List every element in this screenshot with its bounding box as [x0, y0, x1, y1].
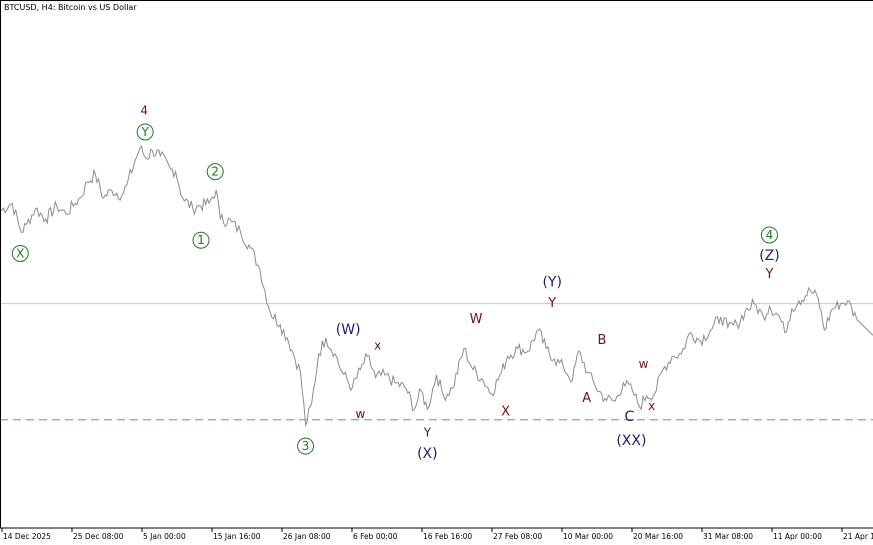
- x-tick-label: 26 Jan 08:00: [283, 532, 331, 541]
- wave-label: B: [598, 333, 607, 348]
- wave-label-circled-y: Y: [136, 123, 154, 141]
- wave-label-text: 1: [197, 233, 205, 247]
- wave-label-circle: [11, 244, 29, 262]
- wave-label: x: [648, 399, 655, 413]
- price-line-tail: [856, 318, 873, 336]
- x-tick-label: 27 Feb 08:00: [493, 532, 542, 541]
- wave-label-circled-4: 4: [760, 226, 778, 244]
- wave-label: (X): [417, 446, 438, 462]
- wave-label-circle: [192, 231, 210, 249]
- x-tick-label: 20 Mar 16:00: [633, 532, 683, 541]
- wave-label-circle: [206, 163, 224, 181]
- x-tick-label: 14 Dec 2025: [3, 532, 51, 541]
- wave-label: Y: [423, 425, 432, 439]
- x-tick-label: 25 Dec 08:00: [73, 532, 124, 541]
- x-tick-label: 10 Mar 00:00: [563, 532, 613, 541]
- wave-label: (W): [336, 322, 361, 338]
- wave-label: A: [582, 391, 591, 406]
- wave-label: x: [374, 338, 381, 352]
- wave-label: Y: [764, 267, 773, 282]
- wave-label-text: X: [16, 246, 24, 260]
- x-tick-label: 5 Jan 00:00: [143, 532, 186, 541]
- x-tick-label: 11 Apr 00:00: [773, 532, 822, 541]
- wave-label-circled-2: 2: [206, 163, 224, 181]
- wave-label-text: 2: [211, 165, 219, 179]
- wave-label-circle: [760, 226, 778, 244]
- wave-label: Y: [547, 296, 556, 311]
- x-tick-label: 31 Mar 08:00: [703, 532, 753, 541]
- wave-label: 4: [140, 103, 148, 117]
- wave-label: (Z): [759, 248, 780, 264]
- price-series-group: [0, 145, 873, 427]
- wave-labels-group: 4 Y 2 1 X 3 (W) x w Y (X) W X (Y) Y B Aw C (XX) x 4 (Z) Y: [11, 103, 780, 462]
- price-line: [0, 145, 858, 427]
- wave-label: w: [639, 357, 649, 371]
- x-tick-label: 16 Feb 16:00: [423, 532, 472, 541]
- wave-label-circled-3: 3: [297, 437, 315, 455]
- reference-lines: [0, 303, 873, 421]
- wave-label: C: [624, 409, 634, 425]
- wave-label-circled-x: X: [11, 244, 29, 262]
- wave-label: w: [355, 407, 365, 421]
- wave-label-text: Y: [140, 125, 149, 139]
- wave-label-text: 4: [766, 228, 774, 242]
- wave-label: (Y): [542, 274, 561, 290]
- wave-label-circle: [136, 123, 154, 141]
- symbol-title: BTCUSD, H4: Bitcoin vs US Dollar: [4, 3, 137, 12]
- wave-label: X: [501, 404, 510, 419]
- wave-label: W: [470, 312, 483, 327]
- wave-label-text: 3: [302, 439, 310, 453]
- wave-label-circle: [297, 437, 315, 455]
- wave-label: (XX): [616, 433, 646, 449]
- x-tick-label: 15 Jan 16:00: [213, 532, 261, 541]
- x-tick-label: 21 Apr 16:00: [843, 532, 873, 541]
- x-tick-label: 6 Feb 00:00: [353, 532, 398, 541]
- wave-label-circled-1: 1: [192, 231, 210, 249]
